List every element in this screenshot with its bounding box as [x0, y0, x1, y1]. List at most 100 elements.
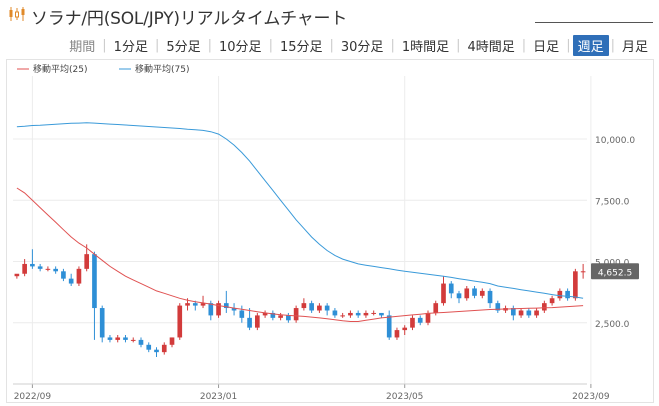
- candle-body[interactable]: [185, 303, 190, 306]
- period-separator: |: [610, 37, 615, 53]
- candle-body[interactable]: [309, 303, 314, 311]
- candlestick-icon: [9, 7, 25, 21]
- legend-label: 移動平均(75): [135, 63, 189, 75]
- period-option[interactable]: 30分足: [340, 39, 384, 55]
- candle-body[interactable]: [526, 310, 532, 316]
- candle-body[interactable]: [216, 303, 221, 316]
- candle-body[interactable]: [340, 315, 345, 317]
- candle-body[interactable]: [115, 337, 121, 340]
- candle-body[interactable]: [92, 254, 97, 309]
- candle-body[interactable]: [394, 330, 400, 338]
- candle-body[interactable]: [479, 290, 485, 296]
- ma75-line: [16, 122, 584, 299]
- candle-body[interactable]: [542, 303, 547, 311]
- candle-body[interactable]: [324, 305, 330, 311]
- candle-body[interactable]: [379, 312, 384, 316]
- candle-body[interactable]: [363, 312, 369, 316]
- period-option[interactable]: 4時間足: [467, 39, 515, 55]
- candle-body[interactable]: [410, 317, 415, 328]
- candle-body[interactable]: [332, 310, 338, 316]
- candle-body[interactable]: [472, 288, 477, 296]
- candle-body[interactable]: [177, 305, 183, 338]
- candle-body[interactable]: [417, 317, 423, 323]
- candle-body[interactable]: [518, 310, 524, 316]
- period-option[interactable]: 月足: [621, 39, 648, 55]
- title-row: ソラナ/円(SOL/JPY)リアルタイムチャート: [0, 0, 659, 30]
- candle-body[interactable]: [30, 263, 35, 267]
- candle-body[interactable]: [580, 271, 586, 273]
- candle-body[interactable]: [130, 339, 136, 341]
- period-option[interactable]: 1分足: [113, 39, 148, 55]
- candle-body[interactable]: [154, 349, 159, 353]
- candle-body[interactable]: [223, 303, 229, 309]
- candle-body[interactable]: [53, 268, 58, 272]
- candle-body[interactable]: [239, 310, 245, 318]
- page-title: ソラナ/円(SOL/JPY)リアルタイムチャート: [31, 9, 348, 29]
- candle-body[interactable]: [14, 273, 20, 277]
- period-label: 期間: [69, 39, 96, 55]
- period-separator: |: [207, 37, 213, 53]
- candle-body[interactable]: [262, 312, 268, 316]
- candle-body[interactable]: [68, 278, 74, 284]
- candle-body[interactable]: [231, 308, 237, 311]
- candle-body[interactable]: [107, 337, 113, 340]
- candle-body[interactable]: [22, 263, 27, 274]
- candle-body[interactable]: [293, 308, 299, 321]
- period-separator: |: [268, 37, 273, 53]
- candle-body[interactable]: [510, 308, 516, 316]
- candle-body[interactable]: [441, 283, 446, 304]
- candle-body[interactable]: [99, 308, 105, 338]
- candle-body[interactable]: [386, 315, 392, 338]
- period-separator: |: [102, 37, 107, 53]
- period-separator: |: [329, 37, 334, 53]
- ma25-line: [16, 187, 584, 322]
- candle-body[interactable]: [146, 344, 152, 350]
- candle-body[interactable]: [348, 312, 353, 316]
- candle-body[interactable]: [270, 312, 276, 318]
- candle-body[interactable]: [495, 303, 501, 311]
- candle-body[interactable]: [425, 312, 431, 323]
- candle-body[interactable]: [161, 344, 167, 353]
- candle-body[interactable]: [255, 315, 260, 328]
- period-option[interactable]: 日足: [533, 39, 560, 55]
- candle-body[interactable]: [448, 283, 454, 294]
- candle-body[interactable]: [557, 290, 563, 299]
- candle-body[interactable]: [169, 337, 175, 345]
- candle-body[interactable]: [61, 271, 66, 279]
- candle-body[interactable]: [208, 303, 214, 316]
- period-option[interactable]: 週足: [572, 34, 609, 56]
- period-separator: |: [456, 37, 461, 53]
- candle-body[interactable]: [317, 305, 322, 311]
- current-price-label: 4,652.5: [598, 268, 632, 278]
- candle-body[interactable]: [76, 268, 82, 284]
- period-option[interactable]: 15分足: [279, 39, 323, 55]
- candle-body[interactable]: [278, 315, 283, 318]
- period-option[interactable]: 10分足: [219, 39, 262, 55]
- candle-body[interactable]: [192, 303, 198, 306]
- candle-body[interactable]: [573, 271, 578, 299]
- period-selector: 期間 | 1分足 | 5分足 | 10分足 | 15分足 | 30分足 | 1時間足 | 4時間足 | 日足 |…: [69, 34, 653, 56]
- candle-body[interactable]: [138, 339, 144, 345]
- x-tick-label: 2023/05: [386, 392, 423, 402]
- candle-body[interactable]: [464, 288, 470, 299]
- candle-body[interactable]: [247, 317, 252, 328]
- candle-body[interactable]: [549, 298, 555, 304]
- candle-body[interactable]: [456, 293, 462, 299]
- candle-body[interactable]: [371, 312, 377, 314]
- period-option[interactable]: 1時間足: [401, 39, 450, 55]
- candle-body[interactable]: [433, 303, 439, 313]
- candle-body[interactable]: [200, 303, 206, 306]
- candle-body[interactable]: [402, 327, 408, 331]
- candle-body[interactable]: [565, 290, 570, 299]
- candle-body[interactable]: [487, 290, 493, 304]
- candle-body[interactable]: [123, 337, 128, 340]
- candle-body[interactable]: [534, 310, 539, 316]
- candle-body[interactable]: [301, 303, 307, 309]
- candlestick-chart[interactable]: 2,500.05,000.07,500.010,000.02022/092023…: [7, 60, 653, 402]
- candle-body[interactable]: [37, 266, 43, 269]
- candle-body[interactable]: [84, 254, 90, 269]
- candle-body[interactable]: [355, 312, 361, 316]
- candle-body[interactable]: [286, 315, 291, 321]
- candle-body[interactable]: [45, 268, 51, 270]
- period-option[interactable]: 5分足: [166, 39, 201, 55]
